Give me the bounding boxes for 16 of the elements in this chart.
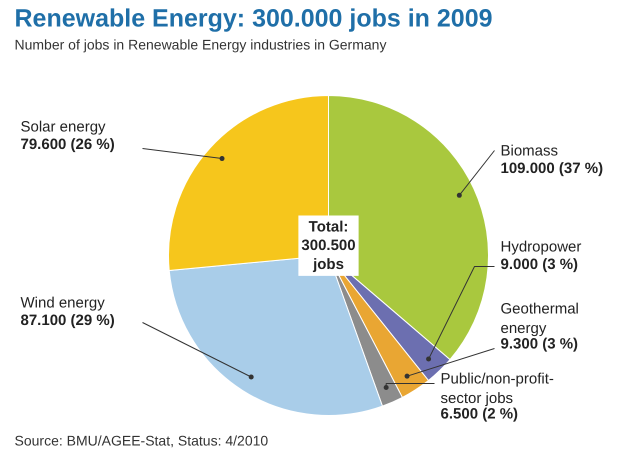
slice-label: Hydropower (500, 238, 582, 256)
data-label: 87.100 (29 %) (20, 312, 115, 329)
data-label: 6.500 (2 %) (440, 406, 518, 422)
slice-label: Wind energy (20, 294, 106, 312)
data-label: 9.000 (3 %) (500, 256, 578, 273)
source-note: Source: BMU/AGEE-Stat, Status: 4/2010 (14, 432, 268, 448)
text: Total: 300.500 jobs (301, 218, 356, 273)
slice-label: Public/non-profit-sector jobs (440, 370, 554, 408)
data-label: 109.000 (37 %) (500, 160, 604, 177)
slice-label: Solar energy (20, 118, 106, 136)
slice-label: Geothermal energy (500, 300, 579, 338)
chart-subtitle: Number of jobs in Renewable Energy industries in Germany (14, 36, 386, 52)
slice-label: Biomass (500, 142, 558, 160)
chart-title: Renewable Energy: 300.000 jobs in 2009 (14, 4, 493, 32)
data-label: 79.600 (26 %) (20, 136, 115, 153)
data-label: 9.300 (3 %) (500, 336, 578, 352)
